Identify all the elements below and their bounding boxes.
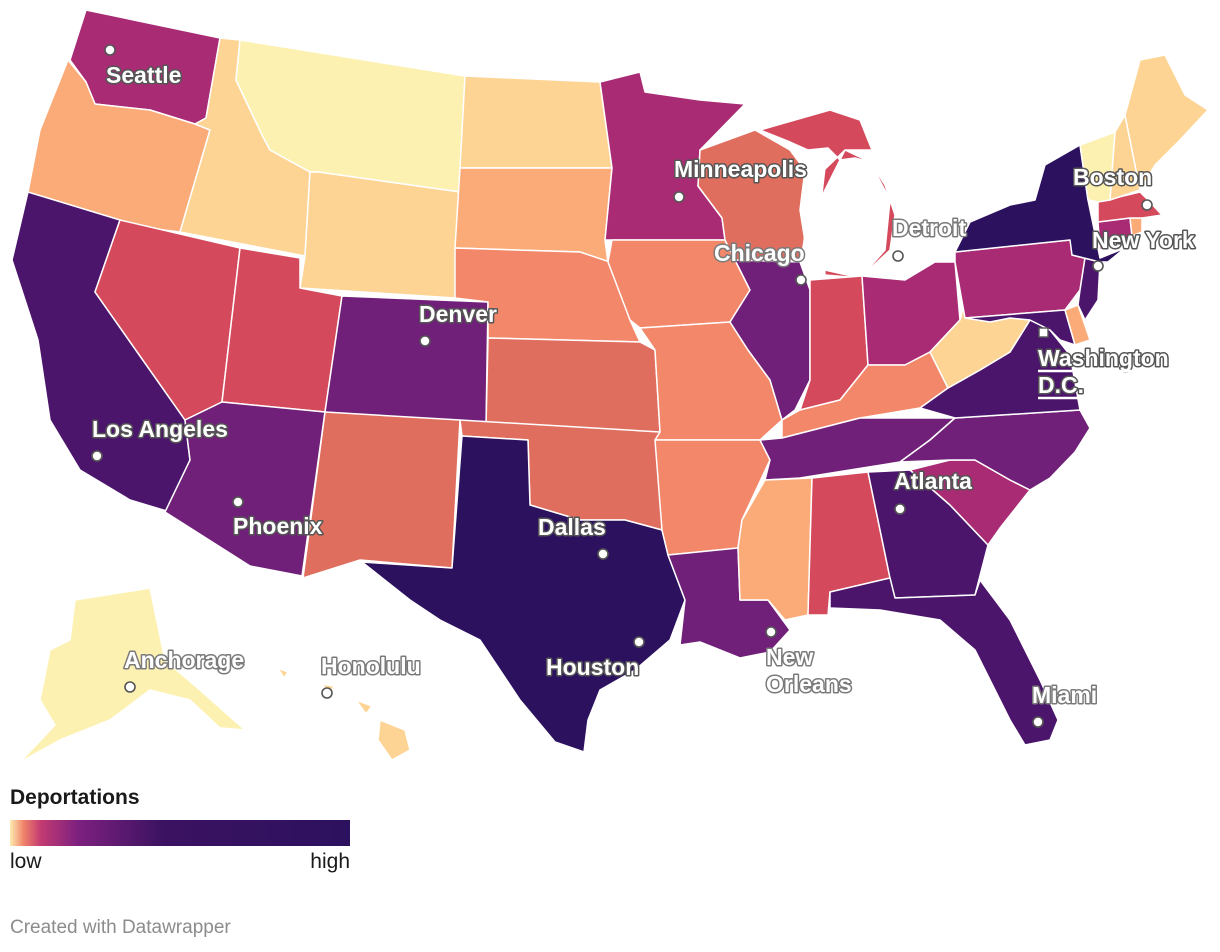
city-dot-new-orleans [765,626,777,638]
city-label-denver: Denver [419,301,497,327]
city-dot-houston [633,636,645,648]
city-dot-denver [419,335,431,347]
city-label-phoenix: Phoenix [233,513,323,539]
city-label-atlanta: Atlanta [894,468,972,494]
lake-michigan [800,148,828,280]
city-label-new-orleans-line1: New [766,644,813,670]
state-north-dakota[interactable] [459,75,613,169]
city-dot-honolulu [321,687,333,699]
city-dot-boston [1141,199,1153,211]
city-dot-phoenix [232,496,244,508]
state-hawaii[interactable] [277,667,411,761]
city-label-anchorage: Anchorage [124,647,244,673]
city-dot-seattle [104,44,116,56]
city-label-miami: Miami [1032,682,1097,708]
legend-title: Deportations [10,786,140,809]
city-dot-minneapolis [673,191,685,203]
city-label-honolulu: Honolulu [321,653,421,679]
state-maine[interactable] [1124,54,1209,191]
state-vermont[interactable] [1079,131,1116,203]
state-texas[interactable] [361,435,686,753]
state-wyoming[interactable] [299,171,461,299]
city-dot-anchorage [124,681,136,693]
city-label-los-angeles: Los Angeles [92,416,228,442]
city-dot-dallas [597,548,609,560]
city-dot-detroit [892,250,904,262]
city-dot-atlanta [894,503,906,515]
city-label-seattle: Seattle [106,62,181,88]
legend-gradient-bar [10,820,350,846]
state-delaware[interactable] [1064,304,1091,346]
city-label-new-orleans-line2: Orleans [766,671,852,697]
city-label-chicago: Chicago [714,240,805,266]
city-label-dallas: Dallas [538,514,606,540]
state-pennsylvania[interactable] [954,239,1086,319]
city-label-houston: Houston [546,654,639,680]
state-south-dakota[interactable] [454,167,613,263]
state-alaska[interactable] [19,587,246,763]
state-kansas[interactable] [485,337,661,433]
state-florida[interactable] [829,577,1059,746]
city-dot-chicago [795,274,807,286]
us-choropleth-map: Seattle Minneapolis Boston Detroit Chica… [11,9,1209,763]
city-label-minneapolis: Minneapolis [674,156,807,182]
city-label-boston: Boston [1073,164,1152,190]
city-dot-los-angeles [91,450,103,462]
city-dot-miami [1032,716,1044,728]
state-new-mexico[interactable] [302,411,461,579]
city-dot-new-york [1092,260,1104,272]
capital-marker-washington-dc [1038,327,1049,338]
state-new-york[interactable] [954,144,1126,263]
legend-high-label: high [310,850,350,873]
credit-text[interactable]: Created with Datawrapper [10,917,231,938]
city-label-washington-line1: Washington [1038,345,1169,371]
city-label-new-york: New York [1092,227,1195,253]
city-label-washington-line2: D.C. [1038,372,1084,398]
state-north-carolina[interactable] [899,409,1091,491]
city-label-detroit: Detroit [892,215,966,241]
legend-low-label: low [10,850,42,873]
